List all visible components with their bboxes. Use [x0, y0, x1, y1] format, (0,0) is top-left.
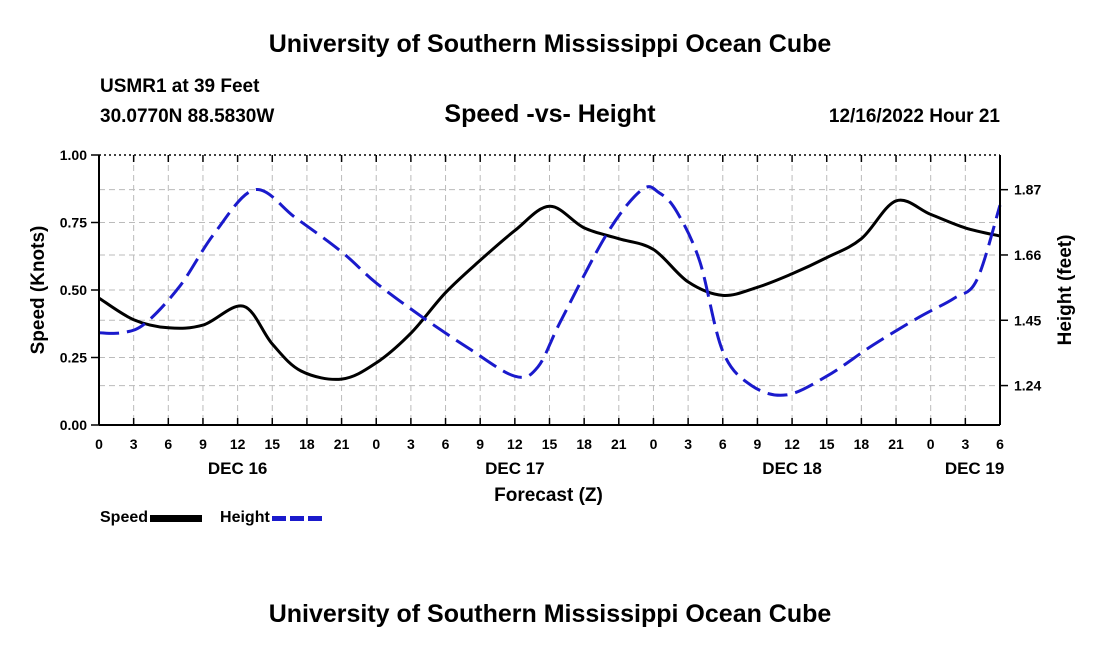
legend-swatch-speed: [150, 514, 203, 522]
legend-swatch-height: [271, 515, 324, 521]
x-tick-label: 15: [819, 436, 835, 452]
x-tick-label: 9: [476, 436, 484, 452]
y-tick-label-left: 1.00: [60, 147, 87, 163]
chart-subtitle: Speed -vs- Height: [444, 100, 656, 128]
x-tick-label: 18: [299, 436, 315, 452]
x-axis-title: Forecast (Z): [494, 485, 603, 506]
x-tick-label: 6: [996, 436, 1004, 452]
series-line-height: [98, 185, 1002, 397]
y-axis-title-left: Speed (Knots): [28, 226, 49, 355]
x-tick-label: 9: [754, 436, 762, 452]
x-tick-label: 3: [684, 436, 692, 452]
page-title: University of Southern Mississippi Ocean…: [268, 30, 832, 58]
grid-lines: [99, 155, 1000, 425]
x-tick-label: 18: [576, 436, 592, 452]
x-tick-label: 12: [230, 436, 246, 452]
series-line-speed: [98, 198, 1001, 381]
x-tick-label: 6: [719, 436, 727, 452]
y-tick-label-right: 1.24: [1014, 378, 1041, 394]
station-label: USMR1 at 39 Feet: [100, 76, 260, 97]
x-tick-label: 0: [95, 436, 103, 452]
x-tick-label: 3: [130, 436, 138, 452]
legend-label-height: Height: [220, 509, 270, 526]
legend-item-speed: Speed: [100, 509, 203, 527]
x-tick-label: 21: [611, 436, 627, 452]
y-tick-label-right: 1.45: [1014, 312, 1041, 328]
axis-labels: 0 3 6 9 12 15 18 21 0 3 6 9 12 15 18 21 0 3 6 9 12 15 18 21 0 3 6 D…: [28, 147, 1076, 506]
x-tick-label: 18: [854, 436, 870, 452]
axes: [91, 154, 1008, 426]
x-tick-label: 21: [888, 436, 904, 452]
x-tick-label: 3: [407, 436, 415, 452]
y-tick-label-left: 0.50: [60, 282, 87, 298]
footer-title: University of Southern Mississippi Ocean…: [268, 600, 832, 628]
x-tick-label: 0: [927, 436, 935, 452]
station-coordinates: 30.0770N 88.5830W: [100, 106, 275, 127]
x-day-label: DEC 17: [485, 459, 545, 478]
x-tick-label: 0: [650, 436, 658, 452]
y-tick-label-right: 1.87: [1014, 182, 1041, 198]
legend-label-speed: Speed: [100, 509, 149, 526]
y-tick-label-right: 1.66: [1014, 247, 1041, 263]
x-day-label: DEC 16: [208, 459, 268, 478]
series-layer: [98, 185, 1002, 397]
x-tick-label: 0: [372, 436, 380, 452]
y-axis-title-right: Height (feet): [1055, 235, 1076, 346]
x-tick-label: 15: [542, 436, 558, 452]
x-tick-label: 12: [784, 436, 800, 452]
x-day-label: DEC 18: [762, 459, 822, 478]
x-tick-label: 12: [507, 436, 523, 452]
x-tick-label: 15: [264, 436, 280, 452]
legend-item-height: Height: [220, 509, 324, 527]
x-day-label: DEC 19: [945, 459, 1005, 478]
forecast-datetime: 12/16/2022 Hour 21: [828, 106, 1000, 127]
x-tick-label: 6: [442, 436, 450, 452]
y-tick-label-left: 0.25: [60, 350, 87, 366]
legend: Speed Height: [100, 509, 342, 527]
y-tick-label-left: 0.00: [60, 417, 87, 433]
y-tick-label-left: 0.75: [60, 215, 87, 231]
x-tick-label: 9: [199, 436, 207, 452]
x-tick-label: 3: [961, 436, 969, 452]
x-tick-label: 21: [334, 436, 350, 452]
x-tick-label: 6: [164, 436, 172, 452]
